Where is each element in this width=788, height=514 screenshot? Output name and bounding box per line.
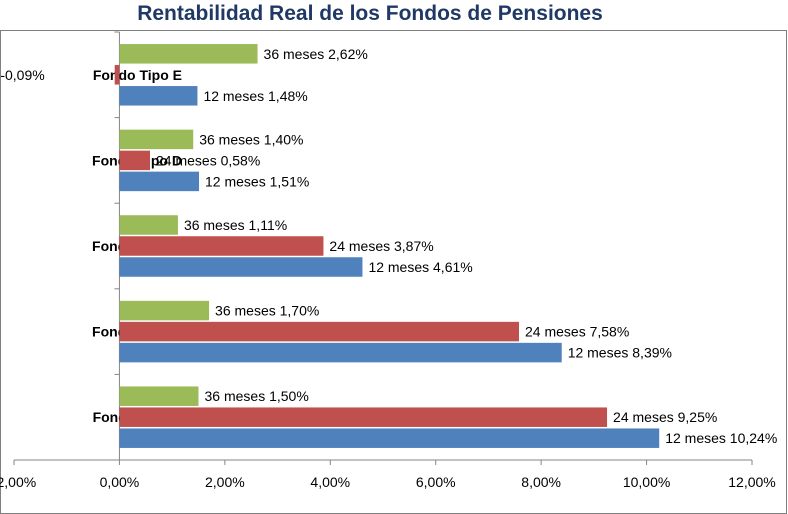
x-tick-label: 6,00% (416, 474, 456, 490)
x-tick-label: -2,00% (0, 474, 36, 490)
bar (119, 428, 660, 448)
x-tick-label: 12,00% (728, 474, 775, 490)
bar (119, 236, 324, 256)
bar (119, 215, 178, 235)
data-label: 12 meses 8,39% (568, 345, 672, 361)
bar (119, 86, 198, 106)
data-label: 36 meses 1,70% (215, 303, 319, 319)
data-label: 24 meses 9,25% (613, 409, 717, 425)
bar (119, 150, 151, 171)
data-label: 36 meses 1,40% (199, 131, 303, 147)
data-label: 24 meses 0,58% (156, 152, 260, 168)
chart-title: Rentabilidad Real de los Fondos de Pensi… (137, 2, 603, 25)
bar (119, 44, 258, 64)
data-label: 12 meses 10,24% (665, 430, 777, 446)
x-tick-label: 0,00% (100, 474, 140, 490)
data-label: 36 meses 1,50% (205, 388, 309, 404)
x-tick-label: 2,00% (205, 474, 245, 490)
data-label: 24 meses -0,09% (0, 67, 45, 83)
x-tick-label: 8,00% (521, 474, 561, 490)
data-label: 36 meses 2,62% (264, 46, 368, 62)
data-label: 24 meses 7,58% (525, 324, 629, 340)
bar (119, 407, 608, 427)
category-label: Fondo Tipo E (93, 67, 182, 83)
data-label: 12 meses 4,61% (368, 259, 472, 275)
bar (119, 386, 199, 406)
bar (119, 300, 210, 321)
data-label: 12 meses 1,48% (203, 88, 307, 104)
x-tick-label: 10,00% (623, 474, 670, 490)
bar (119, 129, 194, 150)
bar (119, 257, 363, 277)
bar (114, 65, 120, 85)
data-label: 36 meses 1,11% (184, 217, 287, 233)
bar (119, 171, 200, 192)
bar (119, 321, 520, 342)
bar (119, 342, 562, 363)
data-label: 12 meses 1,51% (205, 173, 309, 189)
data-label: 24 meses 3,87% (329, 238, 433, 254)
x-tick-label: 4,00% (310, 474, 350, 490)
